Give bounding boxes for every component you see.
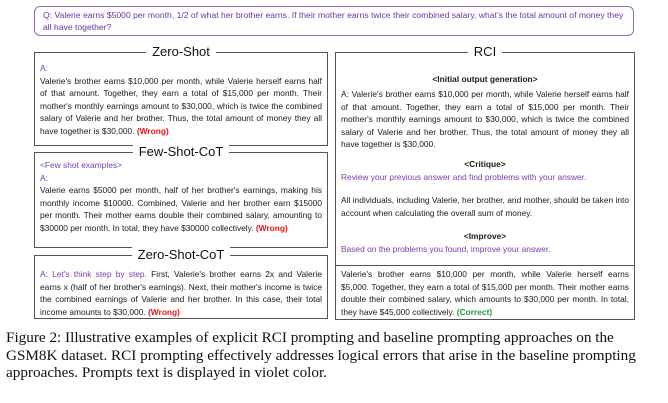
zero-shot-panel: Zero-Shot A: Valerie's brother earns $10…	[34, 44, 328, 146]
zero-shot-content: A: Valerie's brother earns $10,000 per m…	[40, 62, 322, 137]
zero-shot-title: Zero-Shot	[35, 44, 327, 60]
rci-critique-prompt: Review your previous answer and find pro…	[341, 172, 587, 182]
rci-improve-text: Valerie's brother earns $10,000 per mont…	[341, 269, 629, 317]
rci-panel: RCI <Initial output generation> A: Valer…	[335, 44, 635, 320]
few-shot-cot-prompt: A:	[40, 172, 48, 183]
question-box: Q: Valerie earns $5000 per month, 1/2 of…	[34, 6, 634, 36]
rci-title: RCI	[336, 44, 634, 60]
rci-verdict: (Correct)	[456, 306, 493, 317]
few-shot-cot-panel: Few-Shot-CoT <Few shot examples> A: Vale…	[34, 144, 328, 248]
zero-shot-answer: Valerie's brother earns $10,000 per mont…	[40, 75, 322, 136]
figure-caption: Figure 2: Illustrative examples of expli…	[6, 329, 636, 381]
few-shot-cot-answer: Valerie earns $5000 per month, half of h…	[40, 185, 322, 233]
zero-shot-cot-answer: First, Valerie's brother earns 2x and Va…	[40, 269, 322, 317]
rci-improved-answer: Valerie's brother earns $10,000 per mont…	[336, 265, 634, 318]
zero-shot-cot-prompt: A: Let's think step by step.	[40, 269, 147, 279]
few-shot-cot-verdict: (Wrong)	[255, 222, 288, 233]
few-shot-examples-prompt: <Few shot examples>	[40, 160, 122, 170]
question-text: Q: Valerie earns $5000 per month, 1/2 of…	[43, 10, 624, 32]
rci-initial-text: A: Valerie's brother earns $10,000 per m…	[341, 89, 629, 149]
zero-shot-verdict: (Wrong)	[136, 125, 169, 136]
rci-critique-heading: <Critique>	[464, 159, 506, 169]
rci-improve-prompt: Based on the problems you found, improve…	[341, 244, 551, 254]
rci-critique-text: All individuals, including Valerie, her …	[341, 195, 629, 218]
zero-shot-cot-title: Zero-Shot-CoT	[35, 247, 327, 263]
rci-initial-heading: <Initial output generation>	[432, 74, 538, 84]
few-shot-cot-title: Few-Shot-CoT	[35, 144, 327, 160]
zero-shot-cot-panel: Zero-Shot-CoT A: Let's think step by ste…	[34, 247, 328, 319]
zero-shot-cot-verdict: (Wrong)	[148, 306, 180, 317]
zero-shot-cot-content: A: Let's think step by step. First, Vale…	[40, 268, 322, 318]
zero-shot-prompt: A:	[40, 63, 48, 73]
rci-improve-heading: <Improve>	[463, 231, 507, 241]
few-shot-cot-content: <Few shot examples> A: Valerie earns $50…	[40, 159, 322, 234]
